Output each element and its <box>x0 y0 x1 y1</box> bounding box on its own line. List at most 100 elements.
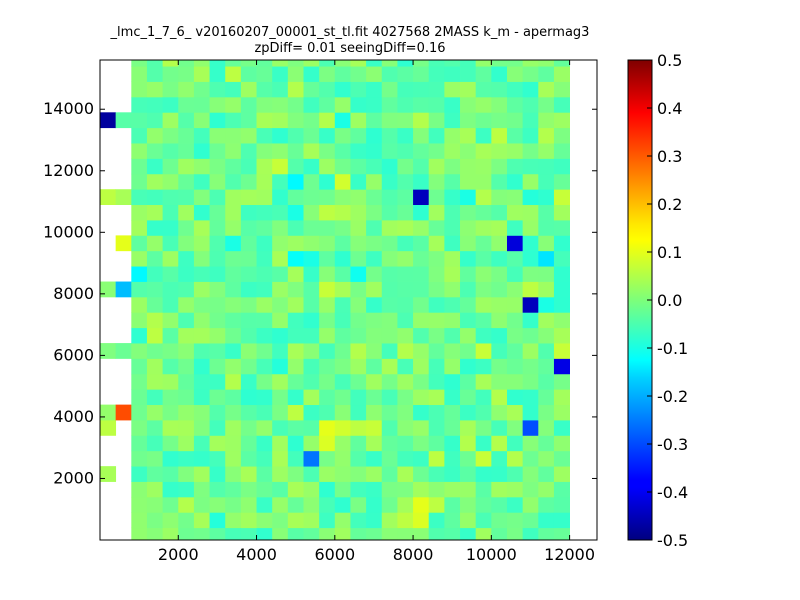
heatmap-cell <box>444 173 461 190</box>
heatmap-cell <box>522 420 539 436</box>
heatmap-cell <box>131 512 148 529</box>
heatmap-cell <box>256 435 273 452</box>
heatmap-cell <box>162 173 179 190</box>
heatmap-cell <box>193 143 210 159</box>
y-tick-label: 14000 <box>43 99 94 118</box>
heatmap-cell <box>491 496 508 513</box>
heatmap-cell <box>397 450 414 467</box>
heatmap-cell <box>209 496 226 513</box>
heatmap-cell <box>475 189 492 206</box>
heatmap-cell <box>272 189 289 206</box>
heatmap-cell <box>272 96 289 113</box>
heatmap-cell <box>506 420 524 436</box>
heatmap-cell <box>334 466 351 482</box>
heatmap-cell <box>553 358 570 375</box>
heatmap-cell <box>506 527 524 540</box>
heatmap-cell <box>178 450 195 467</box>
heatmap-cell <box>366 143 383 159</box>
heatmap-cell <box>366 496 383 513</box>
heatmap-cell <box>538 266 555 282</box>
heatmap-cell <box>428 404 445 421</box>
heatmap-cell <box>413 481 430 498</box>
heatmap-cell <box>522 112 539 129</box>
heatmap-cell <box>491 204 508 221</box>
heatmap-cell <box>428 81 445 98</box>
heatmap-cell <box>100 404 117 421</box>
heatmap-cell <box>131 312 148 329</box>
heatmap-cell <box>428 312 445 329</box>
heatmap-cell <box>460 358 477 375</box>
heatmap-cell <box>272 358 289 375</box>
heatmap-cell <box>460 389 477 406</box>
heatmap-cell <box>225 127 242 144</box>
heatmap-cells <box>100 60 570 540</box>
heatmap-cell <box>256 327 273 344</box>
heatmap-cell <box>131 250 148 267</box>
colorbar-tick-label: -0.1 <box>657 339 688 358</box>
heatmap-cell <box>381 204 398 221</box>
heatmap-cell <box>193 420 210 436</box>
heatmap-cell <box>319 204 336 221</box>
heatmap-cell <box>334 143 351 159</box>
x-tick-label: 12000 <box>544 545 595 564</box>
heatmap-cell <box>506 450 524 467</box>
heatmap-cell <box>334 96 351 113</box>
heatmap-cell <box>366 204 383 221</box>
heatmap-cell <box>162 466 179 482</box>
heatmap-cell <box>506 60 524 67</box>
heatmap-cell <box>131 496 148 513</box>
heatmap-cell <box>303 343 320 359</box>
heatmap-cell <box>178 204 195 221</box>
heatmap-cell <box>444 466 461 482</box>
heatmap-cell <box>428 296 445 313</box>
heatmap-cell <box>193 158 210 175</box>
heatmap-cell <box>553 466 570 482</box>
heatmap-cell <box>350 112 367 129</box>
heatmap-cell <box>193 266 210 282</box>
heatmap-cell <box>178 404 195 421</box>
heatmap-cell <box>287 60 304 67</box>
heatmap-cell <box>146 220 164 236</box>
heatmap-cell <box>553 189 570 206</box>
heatmap-cell <box>209 512 226 529</box>
heatmap-cell <box>350 158 367 175</box>
heatmap-cell <box>413 60 430 67</box>
heatmap-cell <box>553 96 570 113</box>
heatmap-cell <box>350 96 367 113</box>
heatmap-cell <box>240 204 257 221</box>
heatmap-cell <box>522 404 539 421</box>
heatmap-cell <box>319 220 336 236</box>
heatmap-cell <box>522 343 539 359</box>
heatmap-cell <box>553 327 570 344</box>
heatmap-cell <box>444 435 461 452</box>
heatmap-cell <box>491 189 508 206</box>
heatmap-cell <box>146 481 164 498</box>
heatmap-cell <box>538 143 555 159</box>
heatmap-cell <box>460 60 477 67</box>
heatmap-cell <box>381 220 398 236</box>
heatmap-cell <box>506 143 524 159</box>
heatmap-cell <box>475 127 492 144</box>
heatmap-cell <box>146 327 164 344</box>
heatmap-cell <box>350 281 367 298</box>
heatmap-cell <box>460 66 477 82</box>
heatmap-cell <box>272 512 289 529</box>
heatmap-cell <box>397 481 414 498</box>
heatmap-cell <box>506 296 524 313</box>
heatmap-cell <box>491 281 508 298</box>
heatmap-cell <box>256 204 273 221</box>
heatmap-cell <box>397 158 414 175</box>
heatmap-cell <box>413 204 430 221</box>
heatmap-cell <box>146 60 164 67</box>
heatmap-cell <box>272 312 289 329</box>
heatmap-cell <box>475 143 492 159</box>
heatmap-cell <box>413 327 430 344</box>
heatmap-cell <box>428 235 445 252</box>
heatmap-cell <box>413 235 430 252</box>
heatmap-cell <box>225 373 242 390</box>
heatmap-cell <box>146 296 164 313</box>
heatmap-cell <box>413 358 430 375</box>
heatmap-cell <box>444 127 461 144</box>
heatmap-cell <box>146 527 164 540</box>
heatmap-cell <box>303 204 320 221</box>
